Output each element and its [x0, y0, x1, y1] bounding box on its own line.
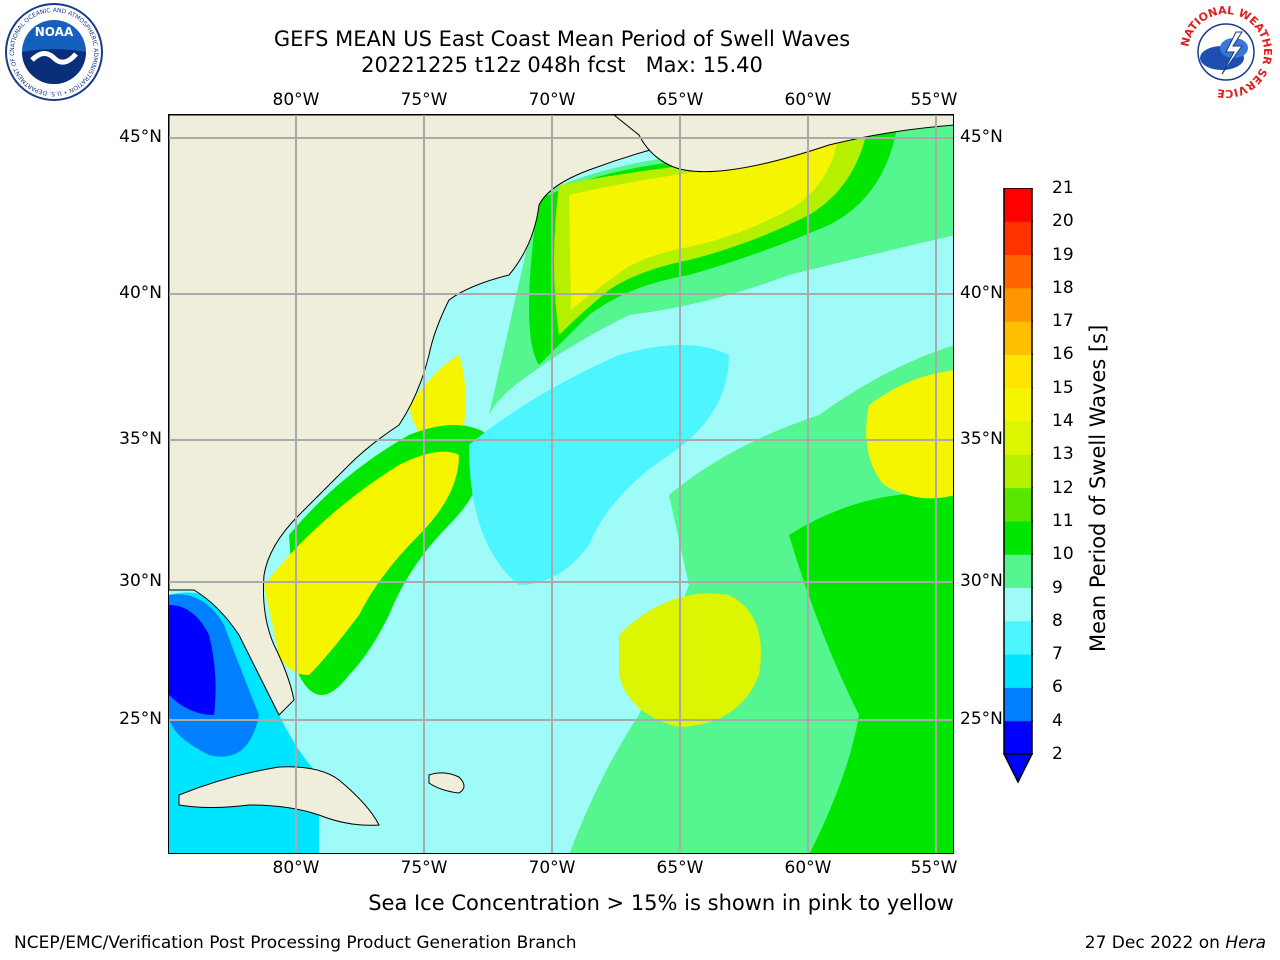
contour-13-14-sargasso — [619, 593, 761, 727]
colorbar-tick-label: 10 — [1052, 544, 1074, 565]
noaa-logo: NATIONAL OCEANIC AND ATMOSPHERIC ADMINIS… — [4, 2, 103, 101]
colorbar-segment — [1004, 321, 1032, 355]
colorbar-tick-label: 11 — [1052, 510, 1074, 531]
colorbar-segment — [1004, 654, 1032, 688]
colorbar-segment — [1004, 221, 1032, 256]
lon-tick-top: 80°W — [272, 90, 320, 110]
colorbar-title: Mean Period of Swell Waves [s] — [1086, 324, 1110, 652]
footer-credit: NCEP/EMC/Verification Post Processing Pr… — [14, 933, 577, 953]
colorbar-tick-label: 15 — [1052, 377, 1074, 398]
chart-title: GEFS MEAN US East Coast Mean Period of S… — [273, 27, 851, 51]
lon-tick-top: 60°W — [784, 90, 832, 110]
colorbar-segment — [1004, 587, 1032, 622]
colorbar-tick-label: 16 — [1052, 344, 1074, 365]
colorbar-segment — [1004, 687, 1032, 722]
colorbar-segment — [1004, 188, 1032, 222]
contour-10-11-east — [789, 493, 953, 853]
lat-tick-right: 45°N — [960, 127, 1003, 147]
lat-tick-right: 25°N — [960, 709, 1003, 729]
colorbar-segment — [1004, 254, 1032, 289]
contour-14-15-east — [866, 370, 953, 499]
contour-below-2-gulf — [169, 605, 216, 715]
canada-maritimes-land — [613, 115, 953, 173]
colorbar-tick-label: 13 — [1052, 444, 1074, 465]
colorbar-segment — [1004, 421, 1032, 455]
nws-logo: NATIONAL WEATHER SERVICE — [1178, 4, 1274, 100]
map-canvas — [169, 115, 953, 853]
lat-tick-left: 25°N — [119, 709, 162, 729]
colorbar-segment — [1004, 554, 1032, 589]
colorbar-tick-label: 12 — [1052, 477, 1074, 498]
colorbar-tick-label: 6 — [1052, 677, 1063, 698]
colorbar-extend-arrow — [1003, 753, 1033, 784]
colorbar-tick-label: 14 — [1052, 411, 1074, 432]
colorbar-segment — [1004, 487, 1032, 522]
colorbar-tick-label: 4 — [1052, 710, 1063, 731]
contour-14-15-north — [569, 130, 839, 310]
colorbar-segment — [1004, 454, 1032, 489]
colorbar — [1003, 188, 1033, 784]
lat-tick-left: 45°N — [119, 127, 162, 147]
lat-tick-right: 30°N — [960, 571, 1003, 591]
map-panel — [168, 114, 954, 854]
footer-host: Hera — [1225, 933, 1266, 953]
lat-tick-left: 40°N — [119, 283, 162, 303]
lon-tick-top: 75°W — [400, 90, 448, 110]
lat-tick-left: 30°N — [119, 571, 162, 591]
lon-tick-bottom: 55°W — [910, 858, 958, 878]
lon-tick-top: 65°W — [656, 90, 704, 110]
colorbar-tick-label: 18 — [1052, 277, 1074, 298]
sea-ice-note: Sea Ice Concentration > 15% is shown in … — [368, 891, 954, 915]
colorbar-segment — [1004, 620, 1032, 655]
colorbar-segment — [1004, 287, 1032, 322]
cuba-land — [178, 766, 380, 826]
north-america-land — [169, 115, 730, 716]
colorbar-segment — [1004, 387, 1032, 422]
contour-7-8-central — [469, 345, 729, 585]
colorbar-tick-label: 17 — [1052, 311, 1074, 332]
colorbar-tick-label: 19 — [1052, 244, 1074, 265]
lon-tick-bottom: 60°W — [784, 858, 832, 878]
lon-tick-bottom: 75°W — [400, 858, 448, 878]
colorbar-tick-label: 20 — [1052, 211, 1074, 232]
contour-14-15-southeast — [264, 451, 459, 675]
lat-tick-left: 35°N — [119, 429, 162, 449]
colorbar-segment — [1004, 354, 1032, 389]
chart-subtitle: 20221225 t12z 048h fcst Max: 15.40 — [361, 53, 763, 77]
lon-tick-top: 55°W — [910, 90, 958, 110]
footer-date: 27 Dec 2022 on Hera — [1085, 933, 1266, 953]
colorbar-segment — [1004, 720, 1032, 755]
colorbar-tick-label: 7 — [1052, 644, 1063, 665]
lon-tick-bottom: 65°W — [656, 858, 704, 878]
lon-tick-top: 70°W — [528, 90, 576, 110]
hispaniola-land — [428, 772, 465, 794]
colorbar-tick-label: 8 — [1052, 610, 1063, 631]
colorbar-tick-label: 2 — [1052, 744, 1063, 764]
colorbar-tick-label: 9 — [1052, 577, 1063, 598]
lon-tick-bottom: 80°W — [272, 858, 320, 878]
colorbar-tick-label: 21 — [1052, 178, 1074, 198]
lat-tick-right: 40°N — [960, 283, 1003, 303]
lat-tick-right: 35°N — [960, 429, 1003, 449]
noaa-logo-text: NOAA — [35, 25, 74, 39]
lon-tick-bottom: 70°W — [528, 858, 576, 878]
colorbar-segment — [1004, 520, 1032, 555]
graticule — [169, 115, 953, 853]
footer-date-text: 27 Dec 2022 on — [1084, 933, 1226, 953]
